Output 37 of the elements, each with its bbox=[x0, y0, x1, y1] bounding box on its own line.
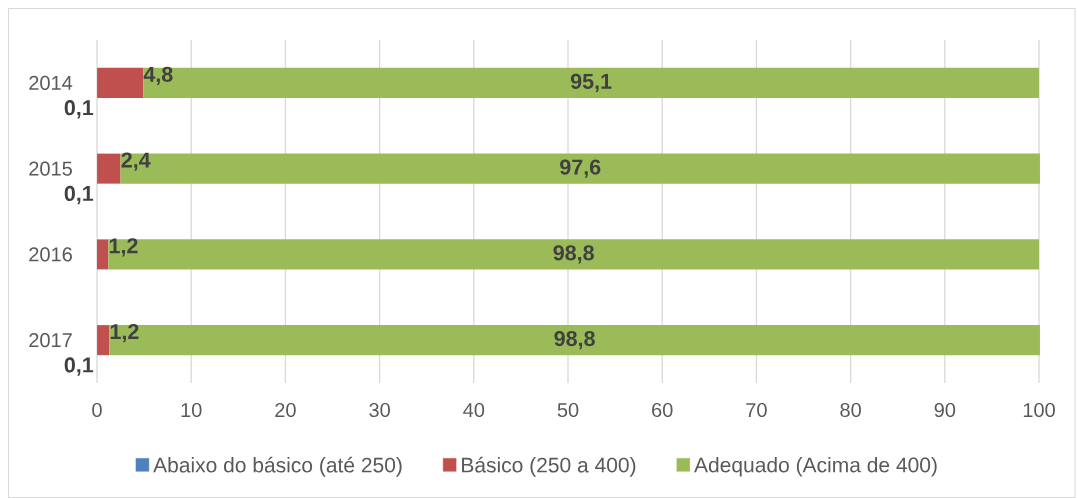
bar bbox=[108, 239, 1040, 270]
x-tick-label: 100 bbox=[1023, 402, 1055, 418]
x-tick-label: 60 bbox=[652, 402, 673, 418]
x-tick-label: 40 bbox=[463, 402, 485, 418]
bar bbox=[97, 67, 144, 98]
data-label: 98,8 bbox=[553, 245, 594, 264]
data-label: 98,8 bbox=[554, 330, 595, 350]
x-tick-label: 90 bbox=[934, 402, 956, 418]
y-tick-label: 2016 bbox=[29, 247, 72, 262]
data-label: 95,1 bbox=[570, 73, 612, 93]
x-tick-label: 30 bbox=[369, 402, 390, 418]
bar bbox=[97, 239, 109, 270]
y-tick-label: 2014 bbox=[29, 75, 73, 90]
data-label: 1,2 bbox=[109, 238, 138, 257]
bar bbox=[120, 153, 1040, 184]
data-label: 0,1 bbox=[64, 100, 94, 119]
x-tick-label: 20 bbox=[275, 402, 296, 418]
x-tick-label: 10 bbox=[181, 402, 202, 418]
y-tick-label: 2017 bbox=[29, 333, 72, 348]
bar bbox=[97, 153, 121, 184]
data-label: 0,1 bbox=[64, 185, 94, 205]
data-label: 2,4 bbox=[121, 152, 151, 171]
x-tick-label: 80 bbox=[840, 402, 861, 418]
legend-label: Abaixo do básico (até 250) bbox=[153, 456, 402, 477]
x-tick-label: 70 bbox=[746, 402, 767, 418]
bar bbox=[97, 325, 110, 356]
legend-label: Básico (250 a 400) bbox=[462, 456, 636, 477]
data-label: 4,8 bbox=[143, 66, 173, 86]
x-tick-label: 0 bbox=[92, 402, 102, 418]
x-tick-label: 50 bbox=[557, 402, 579, 418]
data-label: 97,6 bbox=[560, 159, 601, 178]
data-label: 0,1 bbox=[64, 357, 94, 376]
bar bbox=[143, 67, 1040, 98]
y-tick-label: 2015 bbox=[29, 161, 72, 176]
data-label: 1,2 bbox=[110, 323, 139, 343]
bar bbox=[109, 325, 1040, 356]
legend-label: Adequado (Acima de 400) bbox=[694, 456, 937, 477]
